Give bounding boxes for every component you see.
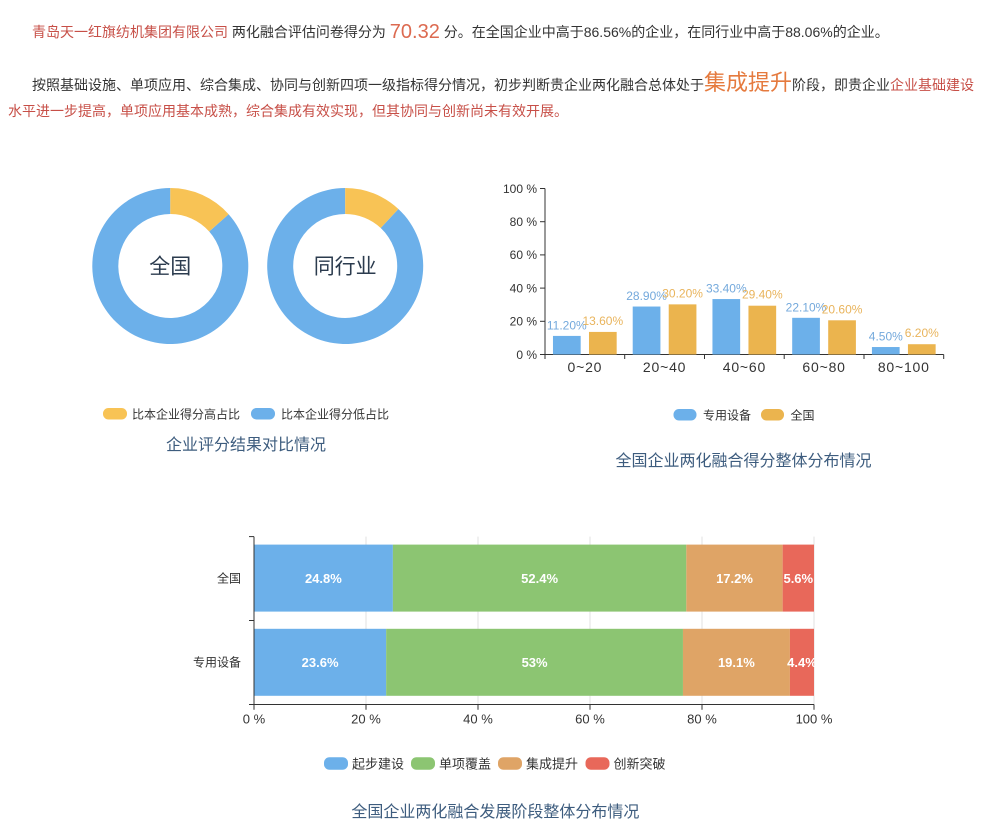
svg-text:5.6%: 5.6%	[783, 571, 813, 586]
svg-text:17.2%: 17.2%	[716, 571, 753, 586]
svg-text:22.10%: 22.10%	[786, 300, 827, 314]
svg-text:起步建设: 起步建设	[352, 756, 404, 771]
svg-text:53%: 53%	[522, 655, 548, 670]
svg-text:20~40: 20~40	[643, 359, 686, 375]
svg-text:100 %: 100 %	[503, 182, 537, 196]
svg-text:比本企业得分高占比: 比本企业得分高占比	[132, 407, 240, 422]
svg-text:20 %: 20 %	[351, 711, 381, 726]
svg-text:6.20%: 6.20%	[905, 326, 939, 340]
svg-text:23.6%: 23.6%	[302, 655, 339, 670]
svg-text:19.1%: 19.1%	[718, 655, 755, 670]
svg-text:33.40%: 33.40%	[706, 282, 747, 296]
svg-text:52.4%: 52.4%	[521, 571, 558, 586]
svg-text:40~60: 40~60	[723, 359, 766, 375]
svg-text:80 %: 80 %	[687, 711, 717, 726]
svg-text:28.90%: 28.90%	[626, 289, 667, 303]
svg-text:全国: 全国	[149, 256, 191, 279]
svg-text:11.20%: 11.20%	[547, 318, 587, 332]
svg-text:0 %: 0 %	[516, 348, 537, 362]
svg-text:全国企业两化融合发展阶段整体分布情况: 全国企业两化融合发展阶段整体分布情况	[351, 803, 639, 821]
svg-text:29.40%: 29.40%	[742, 288, 783, 302]
svg-text:100 %: 100 %	[796, 711, 833, 726]
svg-text:80~100: 80~100	[878, 359, 930, 375]
svg-text:4.4%: 4.4%	[787, 655, 817, 670]
svg-text:创新突破: 创新突破	[614, 756, 666, 771]
svg-text:同行业: 同行业	[314, 256, 377, 279]
svg-text:60~80: 60~80	[802, 359, 845, 375]
svg-text:13.60%: 13.60%	[582, 314, 623, 328]
svg-text:20.60%: 20.60%	[822, 302, 863, 316]
svg-text:60 %: 60 %	[510, 248, 538, 262]
svg-text:集成提升: 集成提升	[526, 756, 578, 771]
svg-text:20 %: 20 %	[510, 315, 538, 329]
svg-text:全国: 全国	[791, 408, 815, 423]
svg-text:24.8%: 24.8%	[305, 571, 342, 586]
svg-text:全国企业两化融合得分整体分布情况: 全国企业两化融合得分整体分布情况	[615, 452, 871, 470]
svg-text:30.20%: 30.20%	[662, 286, 703, 300]
svg-text:企业评分结果对比情况: 企业评分结果对比情况	[166, 436, 326, 454]
svg-text:80 %: 80 %	[510, 215, 538, 229]
svg-text:60 %: 60 %	[575, 711, 605, 726]
svg-text:专用设备: 专用设备	[193, 655, 241, 670]
svg-text:0 %: 0 %	[243, 711, 266, 726]
svg-text:40 %: 40 %	[510, 281, 538, 295]
svg-text:40 %: 40 %	[463, 711, 493, 726]
svg-text:专用设备: 专用设备	[703, 408, 751, 423]
svg-text:4.50%: 4.50%	[869, 330, 903, 344]
svg-text:0~20: 0~20	[568, 359, 603, 375]
svg-text:单项覆盖: 单项覆盖	[439, 756, 491, 771]
svg-text:比本企业得分低占比: 比本企业得分低占比	[281, 407, 389, 422]
svg-text:全国: 全国	[217, 570, 241, 585]
